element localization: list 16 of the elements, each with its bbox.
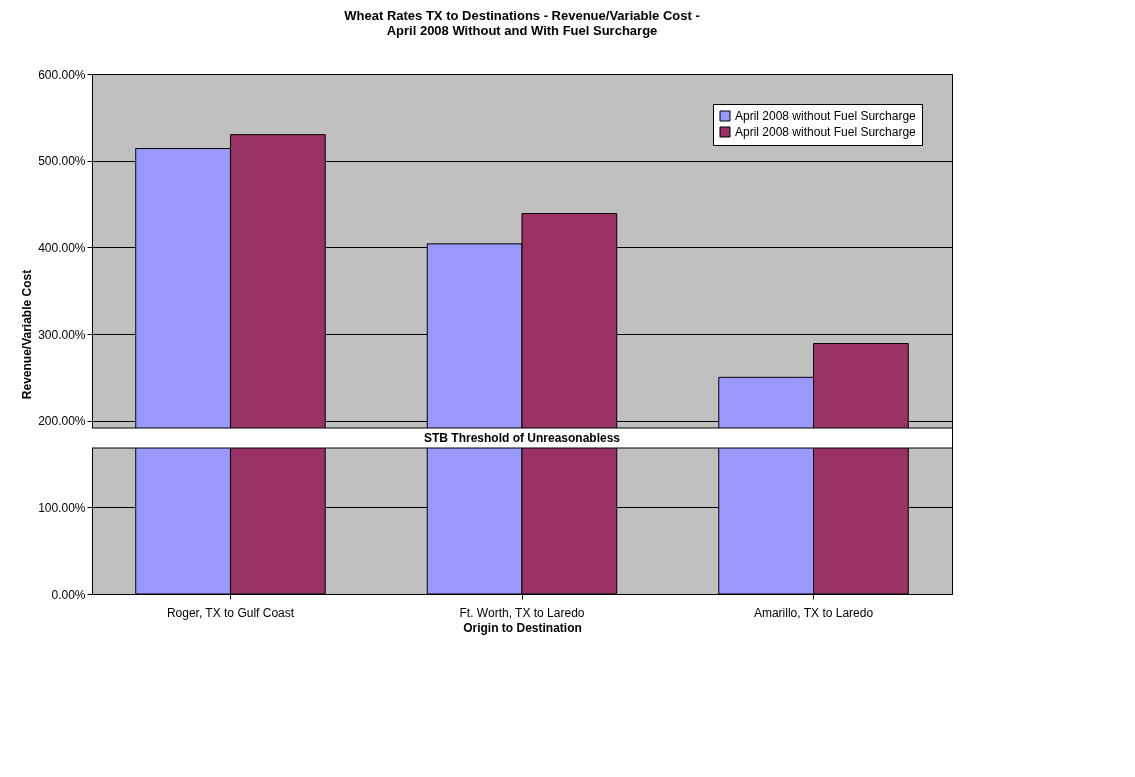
x-tick-label: Roger, TX to Gulf Coast	[166, 605, 295, 620]
chart-title: Wheat Rates TX to Destinations - Revenue/Variable Cost - April 2008 Without and With Fuel Surcharge	[344, 8, 700, 38]
y-tick-label: 0.00%	[51, 587, 86, 602]
y-tick-label: 600.00%	[38, 67, 86, 82]
y-tick-label: 400.00%	[38, 240, 86, 255]
x-axis-title: Origin to Destination	[463, 620, 582, 635]
x-tick-label: Ft. Worth, TX to Laredo	[459, 605, 585, 620]
x-tick-label: Amarillo, TX to Laredo	[753, 605, 874, 620]
ref-line-label: STB Threshold of Unreasonabless	[423, 431, 621, 445]
y-tick-label: 300.00%	[38, 327, 86, 342]
y-axis-title: Revenue/Variable Cost	[20, 269, 35, 400]
y-tick-label: 100.00%	[38, 500, 86, 515]
y-tick-label: 500.00%	[38, 154, 86, 169]
y-tick-label: 200.00%	[38, 414, 86, 429]
legend-label: April 2008 without Fuel Surcharge	[735, 125, 917, 139]
legend-label: April 2008 without Fuel Surcharge	[735, 109, 917, 123]
